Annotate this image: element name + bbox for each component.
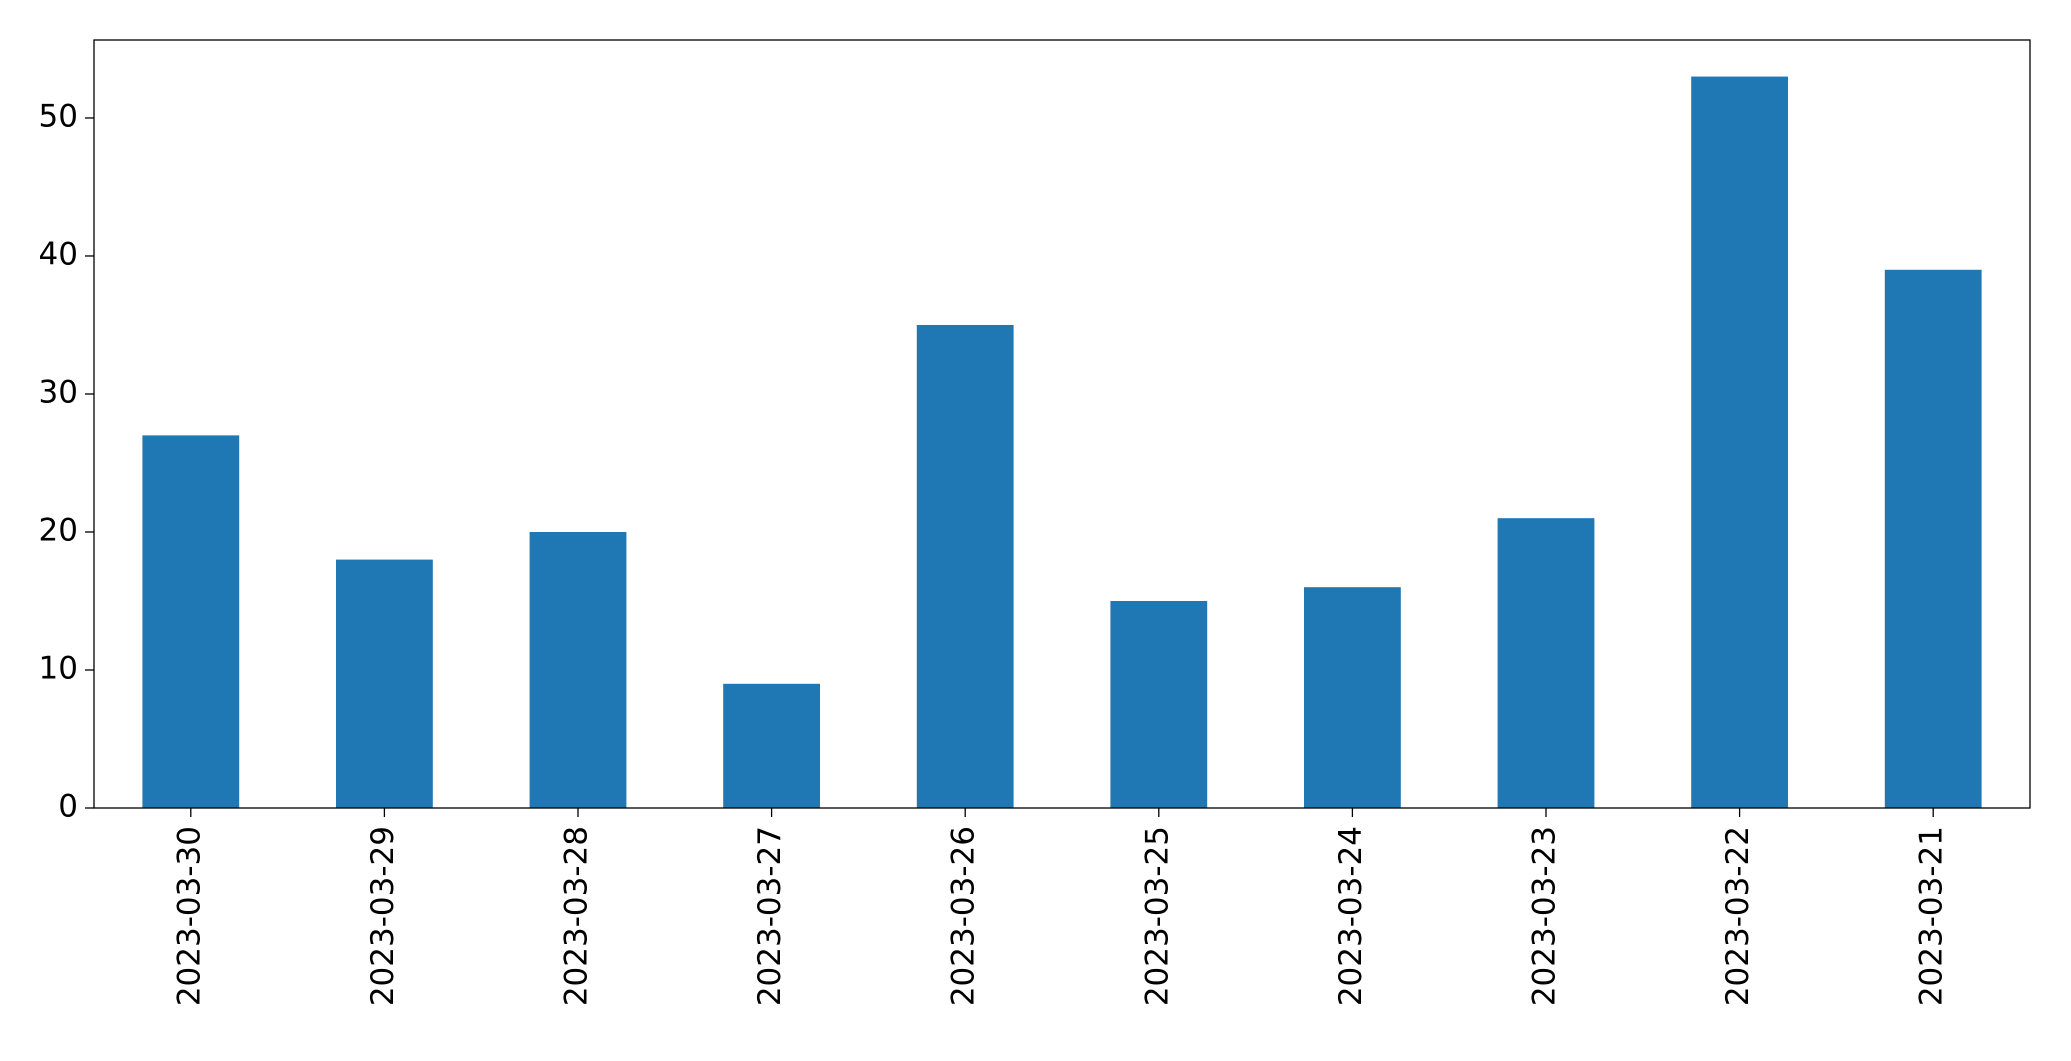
y-tick-label: 50 <box>39 98 78 134</box>
x-tick-label: 2023-03-25 <box>1139 826 1175 1006</box>
bar <box>142 435 240 808</box>
bar <box>1884 269 1982 809</box>
y-tick-label: 0 <box>58 789 78 825</box>
bar <box>1691 76 1788 809</box>
x-tick-label: 2023-03-23 <box>1527 826 1563 1006</box>
y-tick-label: 10 <box>39 650 78 686</box>
bar <box>723 683 820 808</box>
bar <box>1304 587 1401 808</box>
bar <box>916 324 1014 808</box>
y-tick-label: 20 <box>39 512 78 548</box>
bar <box>1497 518 1595 808</box>
plot-frame <box>93 39 2031 809</box>
x-tick-label: 2023-03-24 <box>1333 826 1369 1006</box>
bar <box>1110 600 1208 808</box>
x-tick-label: 2023-03-21 <box>1914 826 1950 1006</box>
x-tick-label: 2023-03-29 <box>365 826 401 1006</box>
bar <box>529 531 627 808</box>
y-tick-label: 30 <box>39 374 78 410</box>
x-tick-label: 2023-03-30 <box>171 826 207 1006</box>
x-tick-label: 2023-03-27 <box>752 826 788 1006</box>
bar <box>336 559 433 808</box>
y-tick-label: 40 <box>39 236 78 272</box>
x-tick-label: 2023-03-22 <box>1720 826 1756 1006</box>
x-tick-label: 2023-03-26 <box>946 826 982 1006</box>
x-tick-label: 2023-03-28 <box>559 826 595 1006</box>
